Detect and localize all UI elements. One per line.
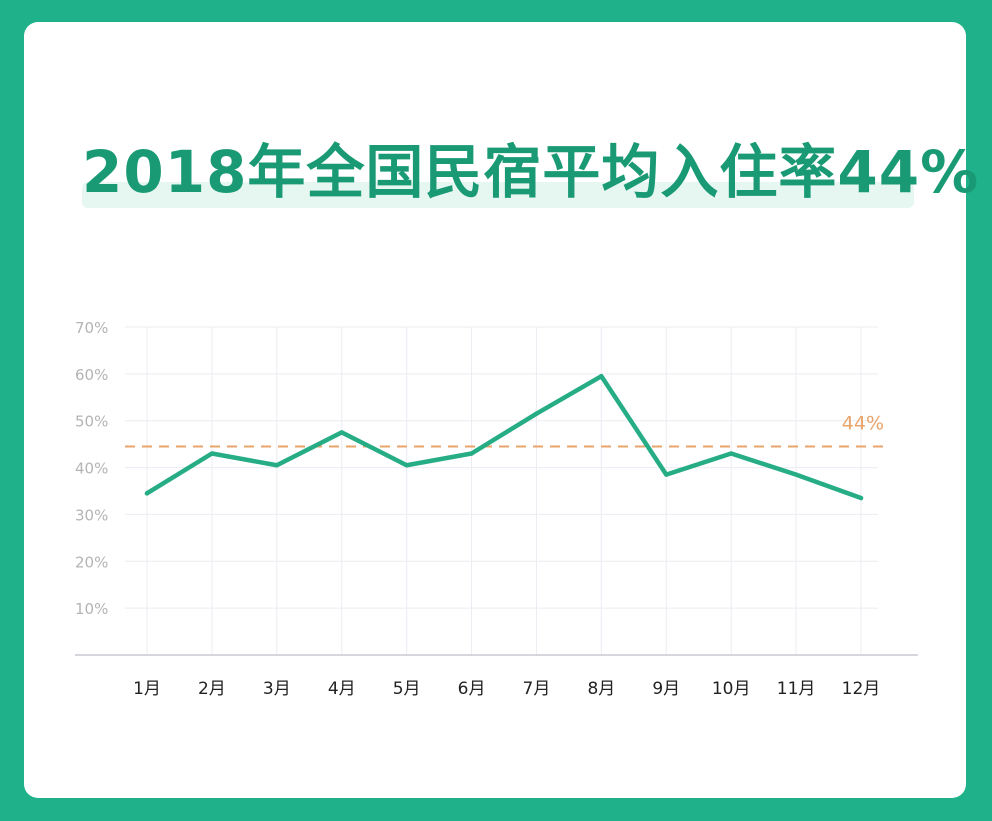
x-tick-label: 2月	[198, 679, 226, 699]
data-point	[274, 463, 280, 468]
y-tick-label: 10%	[75, 600, 108, 618]
y-tick-label: 20%	[75, 553, 108, 571]
x-tick-label: 11月	[777, 679, 816, 699]
data-point	[664, 472, 669, 477]
line-chart: 10% 20% 30% 40% 50% 60% 70% 1月 2月 3月 4月 5月 6月 7月 8月 9月 1…	[75, 319, 918, 699]
y-tick-label: 40%	[75, 460, 108, 478]
chart-title: 2018年全国民宿平均入住率44%	[82, 138, 980, 206]
reference-label: 44%	[842, 412, 884, 434]
data-point	[793, 472, 799, 477]
x-tick-label: 1月	[133, 679, 161, 699]
series-line	[144, 373, 864, 501]
x-tick-label: 10月	[712, 679, 751, 699]
x-tick-label: 9月	[652, 679, 680, 699]
x-tick-label: 8月	[587, 679, 615, 699]
data-point	[534, 411, 539, 416]
y-tick-label: 60%	[75, 366, 108, 384]
x-tick-label: 4月	[328, 679, 356, 699]
y-tick-label: 50%	[75, 413, 108, 431]
data-point	[469, 451, 474, 456]
data-point	[599, 374, 604, 379]
y-tick-label: 70%	[75, 319, 108, 337]
x-tick-label: 5月	[393, 679, 421, 699]
x-tick-label: 3月	[263, 679, 291, 699]
x-tick-label: 12月	[842, 679, 881, 699]
title-block: 2018年全国民宿平均入住率44%	[82, 132, 980, 222]
data-point	[339, 430, 344, 435]
x-tick-label: 7月	[523, 679, 551, 699]
data-point	[209, 451, 215, 456]
x-tick-label: 6月	[458, 679, 486, 699]
data-point	[728, 451, 734, 456]
data-point	[144, 491, 150, 496]
chart-card: 2018年全国民宿平均入住率44% 10% 20% 30% 40% 50% 60% 70% 1…	[24, 22, 980, 798]
data-point	[404, 463, 409, 468]
data-point	[858, 495, 864, 501]
y-tick-label: 30%	[75, 506, 108, 524]
title-highlight	[82, 182, 914, 208]
